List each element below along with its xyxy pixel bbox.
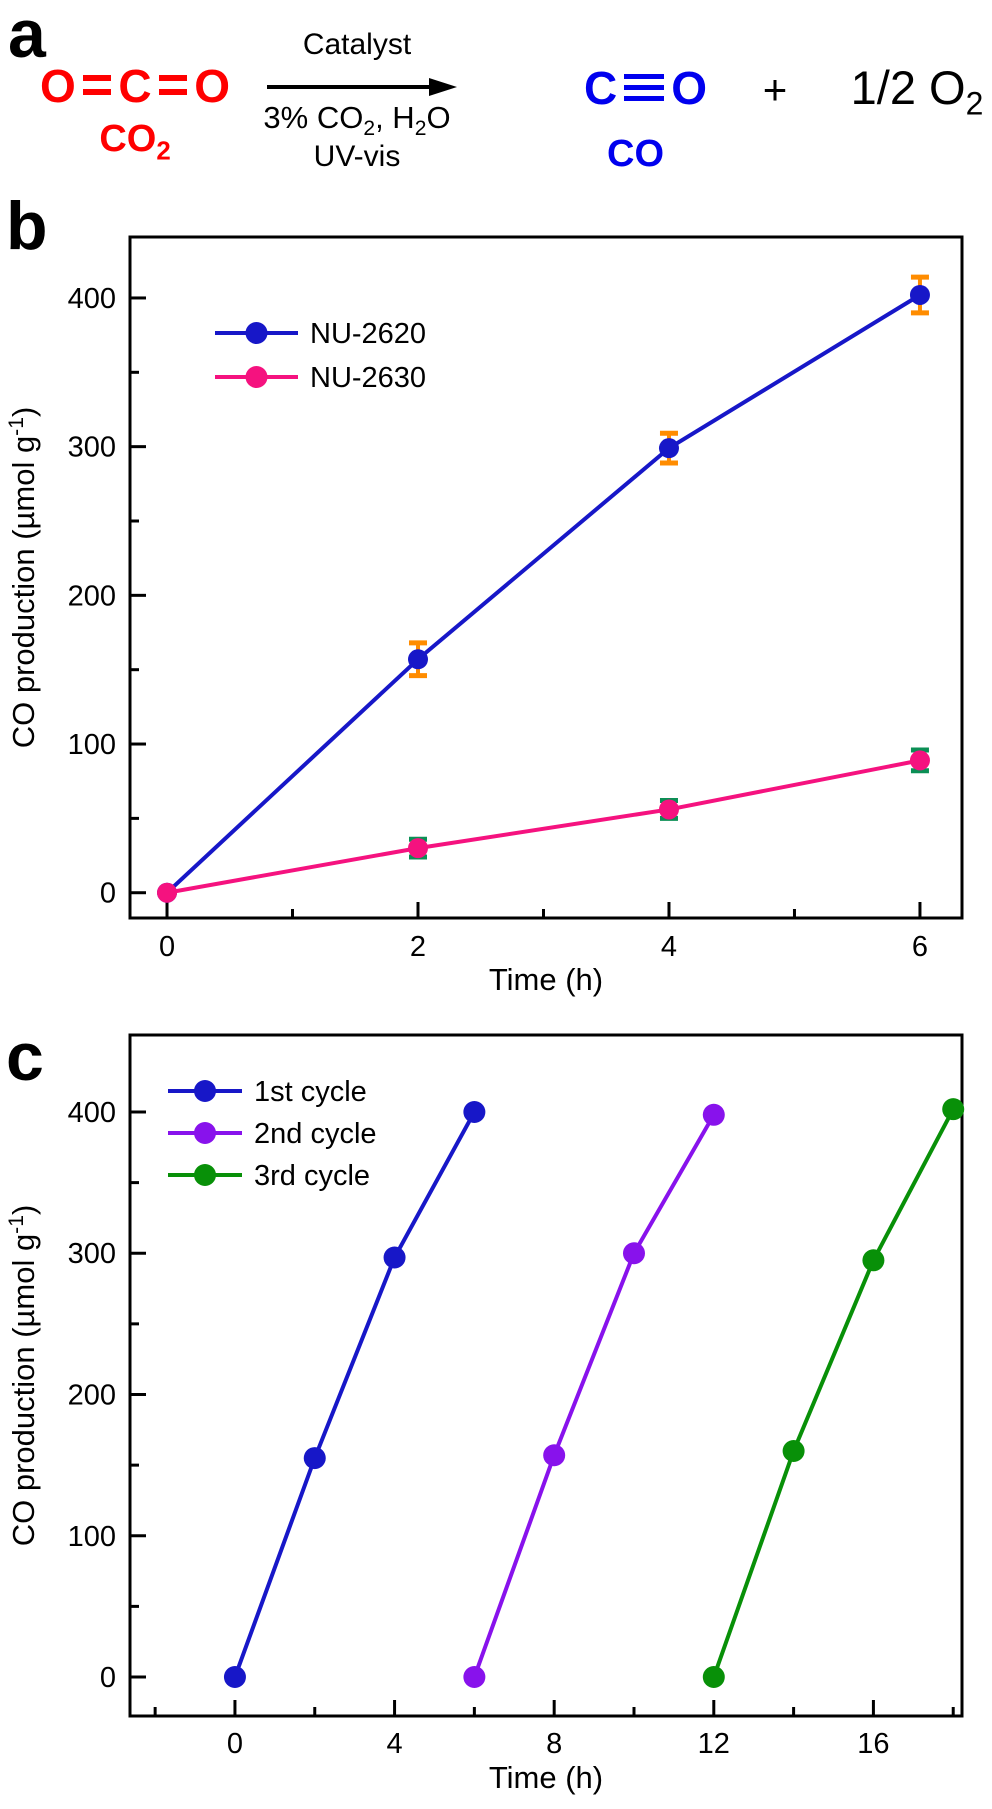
y-tick-label: 100 xyxy=(68,729,116,761)
data-point xyxy=(463,1100,486,1123)
triple-bond-icon xyxy=(624,73,665,101)
x-tick-label: 8 xyxy=(546,1728,562,1760)
y-tick-label: 200 xyxy=(68,580,116,612)
x-tick-label: 12 xyxy=(698,1728,730,1760)
axis-box xyxy=(128,235,964,920)
data-point xyxy=(782,1440,805,1463)
legend-label: NU-2620 xyxy=(310,318,426,350)
legend-item: NU-2630 xyxy=(215,362,426,394)
y-tick-label: 200 xyxy=(68,1379,116,1411)
x-tick-label: 4 xyxy=(661,931,677,963)
co-production-chart: 0 2 4 6 0 100 200 300 400 NU-2620 NU-2630 Time (h) C… xyxy=(5,235,964,997)
x-tick-label: 0 xyxy=(227,1728,243,1760)
series-line xyxy=(472,1113,716,1678)
data-point xyxy=(909,750,930,771)
legend-marker xyxy=(194,1122,216,1144)
arrow-condition-top: Catalyst xyxy=(302,28,412,61)
data-point xyxy=(658,438,679,459)
plus-sign: + xyxy=(762,66,788,113)
data-point xyxy=(223,1666,246,1689)
byproduct-formula: 1/2 O2 xyxy=(850,61,984,122)
co-production-panel-c: c 0 4 8 12 16 0 100 200 300 400 1st cycle 2nd cycle… xyxy=(0,995,992,1809)
y-tick-label: 300 xyxy=(68,432,116,464)
atom-label: O xyxy=(40,60,76,112)
arrow-condition-bottom1: 3% CO2, H2O xyxy=(263,100,451,141)
co2-caption: CO2 xyxy=(99,118,171,166)
reaction-arrow-icon xyxy=(267,78,457,96)
atom-label: O xyxy=(194,60,230,112)
data-point xyxy=(622,1242,645,1265)
y-axis-label: CO production (µmol g-1) xyxy=(5,407,41,749)
legend-label: 3rd cycle xyxy=(254,1160,370,1192)
y-tick-label: 0 xyxy=(100,878,116,910)
data-point xyxy=(463,1666,486,1689)
legend-item: 1st cycle xyxy=(168,1076,367,1108)
legend-marker xyxy=(194,1164,216,1186)
series-line xyxy=(233,1111,477,1678)
atom-label: O xyxy=(671,62,707,114)
series-line xyxy=(165,293,922,895)
data-point xyxy=(702,1103,725,1126)
double-bond-icon xyxy=(158,75,188,95)
data-point xyxy=(408,649,428,670)
x-axis-label: Time (h) xyxy=(489,962,603,997)
data-point xyxy=(658,799,679,820)
series-line xyxy=(166,758,921,895)
legend-marker xyxy=(245,366,268,388)
data-point xyxy=(862,1249,885,1272)
panel-c-label: c xyxy=(6,1019,44,1095)
y-tick-label: 400 xyxy=(68,283,116,315)
y-tick-label: 400 xyxy=(68,1097,116,1129)
x-axis-label: Time (h) xyxy=(489,1760,603,1795)
data-point xyxy=(942,1098,965,1121)
data-point xyxy=(909,284,930,305)
arrow-condition-bottom2: UV-vis xyxy=(313,140,401,173)
x-tick-label: 0 xyxy=(159,931,175,963)
co-caption: CO xyxy=(607,133,664,175)
y-axis-label: CO production (µmol g-1) xyxy=(5,1205,41,1547)
legend-marker xyxy=(194,1080,216,1102)
panel-a-label: a xyxy=(8,0,46,72)
data-point xyxy=(543,1444,566,1467)
series-line xyxy=(711,1108,955,1678)
y-tick-label: 100 xyxy=(68,1521,116,1553)
legend-label: NU-2630 xyxy=(310,362,426,394)
panel-b-label: b xyxy=(6,188,48,264)
x-tick-label: 16 xyxy=(857,1728,889,1760)
atom-label: C xyxy=(118,60,152,112)
legend-item: 2nd cycle xyxy=(168,1118,377,1150)
legend-label: 1st cycle xyxy=(254,1076,367,1108)
y-tick-label: 300 xyxy=(68,1238,116,1270)
legend-item: 3rd cycle xyxy=(168,1160,370,1192)
atom-label: C xyxy=(583,62,618,114)
double-bond-icon xyxy=(82,75,112,95)
data-point xyxy=(157,882,178,903)
legend-label: 2nd cycle xyxy=(254,1118,377,1150)
axis-box xyxy=(128,1033,964,1718)
x-tick-label: 4 xyxy=(386,1728,402,1760)
legend-item: NU-2620 xyxy=(215,318,426,350)
data-point xyxy=(408,838,428,859)
data-point xyxy=(383,1246,406,1269)
data-point xyxy=(303,1447,326,1470)
co-production-panel-b: b 0 2 4 6 0 100 200 300 400 NU-2620 NU-2630 Time (h… xyxy=(0,190,992,1035)
legend-marker xyxy=(245,322,268,344)
cycling-chart: 0 4 8 12 16 0 100 200 300 400 1st cycle 2nd cycle 3r… xyxy=(5,1033,965,1795)
x-tick-label: 2 xyxy=(410,931,426,963)
x-tick-label: 6 xyxy=(912,931,928,963)
y-tick-label: 0 xyxy=(100,1662,116,1694)
data-point xyxy=(702,1666,725,1689)
